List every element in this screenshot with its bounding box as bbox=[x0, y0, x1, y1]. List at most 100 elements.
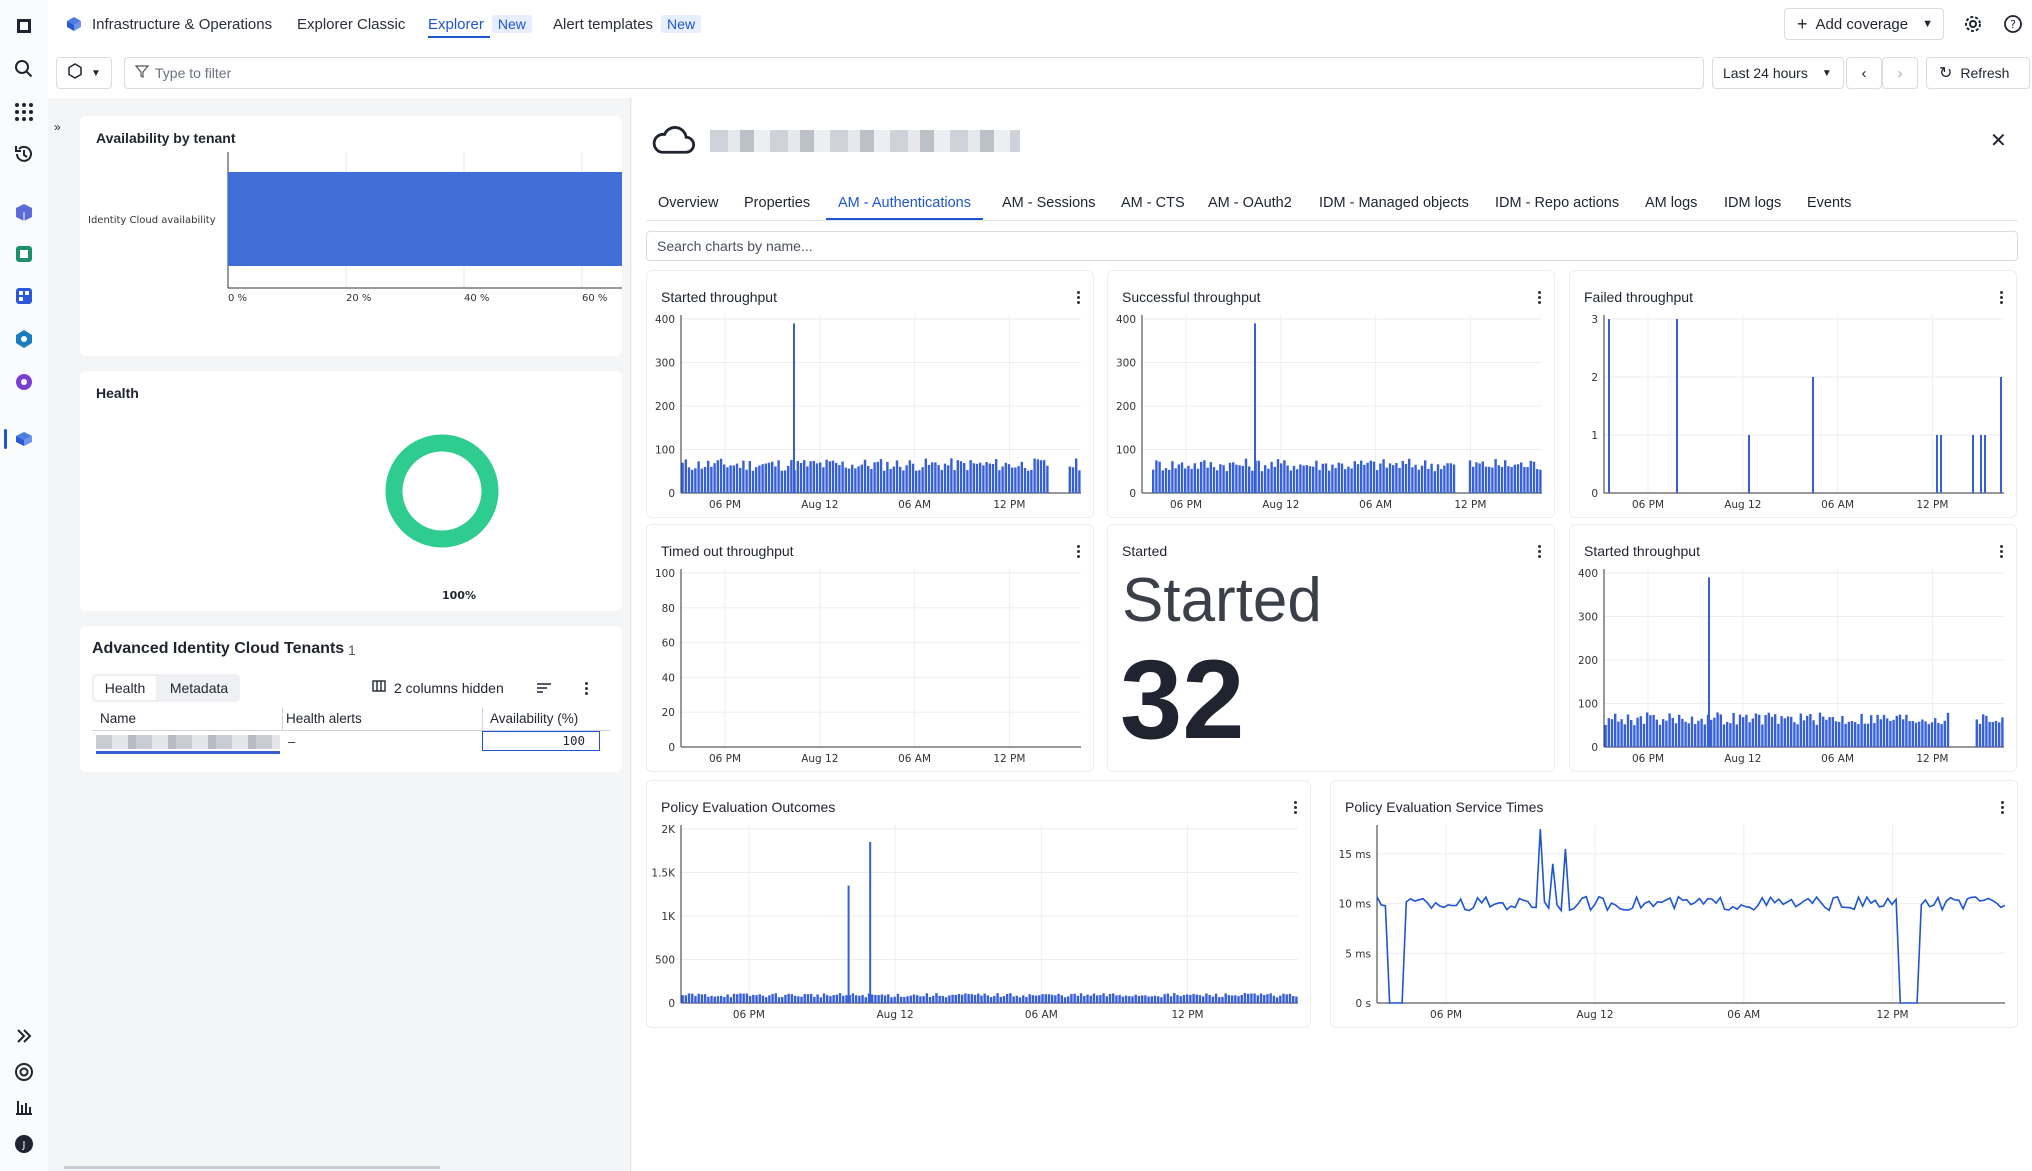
tab-am-sessions[interactable]: AM - Sessions bbox=[1002, 186, 1095, 220]
app-breadcrumb[interactable]: Infrastructure & Operations bbox=[66, 0, 272, 48]
infrastructure-app-icon bbox=[66, 16, 82, 32]
timeframe-selector[interactable]: Last 24 hours ▼ bbox=[1712, 57, 1844, 89]
data-bar bbox=[1646, 712, 1649, 747]
data-bar bbox=[1137, 995, 1141, 1003]
dashboards-app-icon[interactable] bbox=[10, 282, 38, 310]
spike-bar bbox=[1748, 435, 1750, 493]
plus-icon: + bbox=[1797, 13, 1808, 34]
data-bar bbox=[1230, 995, 1234, 1003]
close-icon[interactable]: ✕ bbox=[1990, 130, 2007, 152]
tab-properties[interactable]: Properties bbox=[744, 186, 810, 220]
columns-hidden-button[interactable]: 2 columns hidden bbox=[372, 679, 504, 696]
x-tick-label: 06 PM bbox=[709, 499, 741, 511]
infrastructure-app-icon[interactable] bbox=[10, 198, 38, 226]
tab-health[interactable]: Health bbox=[94, 676, 156, 700]
data-bar bbox=[1946, 712, 1950, 747]
tab-events[interactable]: Events bbox=[1807, 186, 1851, 220]
data-bar bbox=[809, 993, 813, 1003]
x-tick-label: Aug 12 bbox=[801, 753, 838, 765]
x-tick-label: 06 PM bbox=[733, 1009, 765, 1021]
data-bar bbox=[842, 995, 845, 1003]
data-bar bbox=[998, 470, 1001, 493]
data-bar bbox=[1716, 712, 1719, 747]
tab-label: AM - Authentications bbox=[838, 195, 971, 211]
apps-grid-icon[interactable] bbox=[10, 98, 38, 126]
data-bar bbox=[691, 469, 694, 493]
entity-type-selector[interactable]: ▼ bbox=[56, 57, 112, 89]
data-bar bbox=[758, 994, 761, 1003]
data-bar bbox=[1121, 996, 1125, 1003]
column-header-health-alerts[interactable]: Health alerts bbox=[286, 711, 362, 726]
y-tick-label: 300 bbox=[1578, 612, 1598, 624]
data-bar bbox=[1057, 993, 1060, 1003]
help-icon[interactable]: ? bbox=[2002, 13, 2024, 35]
data-bar bbox=[1022, 995, 1025, 1003]
data-bar bbox=[707, 460, 710, 493]
data-bar bbox=[887, 994, 890, 1003]
data-bar bbox=[877, 995, 880, 1003]
data-bar bbox=[1430, 463, 1433, 493]
user-avatar-icon[interactable]: J bbox=[10, 1130, 38, 1158]
data-bar bbox=[1128, 996, 1131, 1003]
data-bar bbox=[719, 995, 723, 1003]
horizontal-scrollbar[interactable] bbox=[64, 1166, 440, 1169]
data-bar bbox=[1786, 716, 1790, 747]
availability-cell[interactable]: 100 bbox=[482, 731, 600, 751]
x-tick-label: 06 AM bbox=[1025, 1009, 1058, 1021]
infrastructure-explorer-icon[interactable] bbox=[10, 425, 38, 453]
tab-idm-managed-objects[interactable]: IDM - Managed objects bbox=[1319, 186, 1469, 220]
tab-am-oauth2[interactable]: AM - OAuth2 bbox=[1208, 186, 1292, 220]
tab-explorer-classic[interactable]: Explorer Classic bbox=[297, 0, 405, 48]
data-bar bbox=[928, 996, 932, 1003]
settings-gear-icon[interactable] bbox=[1962, 13, 1984, 35]
timeframe-back-button[interactable]: ‹ bbox=[1846, 57, 1882, 89]
timeframe-forward-button[interactable]: › bbox=[1882, 57, 1918, 89]
help-lifebuoy-icon[interactable] bbox=[10, 1058, 38, 1086]
data-bar bbox=[838, 993, 842, 1003]
expand-rail-icon[interactable] bbox=[10, 1022, 38, 1050]
chart-card: Policy Evaluation Outcomes 0 500 1K 1.5K 2K 06… bbox=[646, 780, 1311, 1028]
services-app-icon[interactable] bbox=[10, 368, 38, 396]
tab-am-authentications[interactable]: AM - Authentications bbox=[826, 186, 983, 220]
tab-am-logs[interactable]: AM logs bbox=[1645, 186, 1697, 220]
data-bar bbox=[1025, 996, 1028, 1003]
reports-icon[interactable] bbox=[10, 1092, 38, 1120]
data-bar bbox=[1328, 470, 1331, 493]
kubernetes-app-icon[interactable] bbox=[10, 325, 38, 353]
table-menu-kebab-icon[interactable] bbox=[583, 680, 589, 698]
tab-alert-templates[interactable]: Alert templates New bbox=[553, 0, 702, 48]
tab-metadata[interactable]: Metadata bbox=[169, 680, 229, 696]
tab-idm-logs[interactable]: IDM logs bbox=[1724, 186, 1781, 220]
data-bar bbox=[694, 996, 697, 1003]
table-settings-icon[interactable] bbox=[536, 680, 552, 701]
column-header-name[interactable]: Name bbox=[100, 711, 137, 726]
table-row[interactable]: – 100 bbox=[92, 731, 610, 754]
data-bar bbox=[1658, 724, 1662, 747]
data-bar bbox=[1745, 714, 1748, 747]
data-bar bbox=[813, 996, 816, 1003]
tab-am-cts[interactable]: AM - CTS bbox=[1121, 186, 1185, 220]
data-bar bbox=[799, 462, 803, 493]
refresh-button[interactable]: ↻ Refresh bbox=[1926, 57, 2030, 89]
add-coverage-button[interactable]: + Add coverage ▼ bbox=[1784, 8, 1944, 40]
tab-explorer[interactable]: Explorer New bbox=[428, 0, 532, 48]
data-bar bbox=[1902, 719, 1905, 747]
data-bar bbox=[1607, 718, 1610, 747]
data-bar bbox=[1742, 717, 1745, 747]
data-bar bbox=[1034, 995, 1038, 1003]
dynatrace-logo-icon[interactable] bbox=[10, 12, 38, 40]
history-icon[interactable] bbox=[10, 140, 38, 168]
data-bar bbox=[1758, 714, 1761, 747]
logs-app-icon[interactable] bbox=[10, 240, 38, 268]
search-icon[interactable] bbox=[10, 55, 38, 83]
chart-menu-kebab-icon[interactable] bbox=[1536, 543, 1542, 561]
tab-overview[interactable]: Overview bbox=[658, 186, 718, 220]
data-bar bbox=[1726, 721, 1729, 747]
column-header-availability[interactable]: Availability (%) bbox=[490, 711, 579, 726]
tab-idm-repo-actions[interactable]: IDM - Repo actions bbox=[1495, 186, 1619, 220]
data-bar bbox=[1212, 467, 1216, 493]
data-bar bbox=[1652, 714, 1655, 747]
filter-input[interactable]: Type to filter bbox=[124, 57, 1704, 89]
expand-panel-icon[interactable]: » bbox=[54, 120, 61, 134]
chart-search-input[interactable]: Search charts by name... bbox=[646, 231, 2018, 261]
